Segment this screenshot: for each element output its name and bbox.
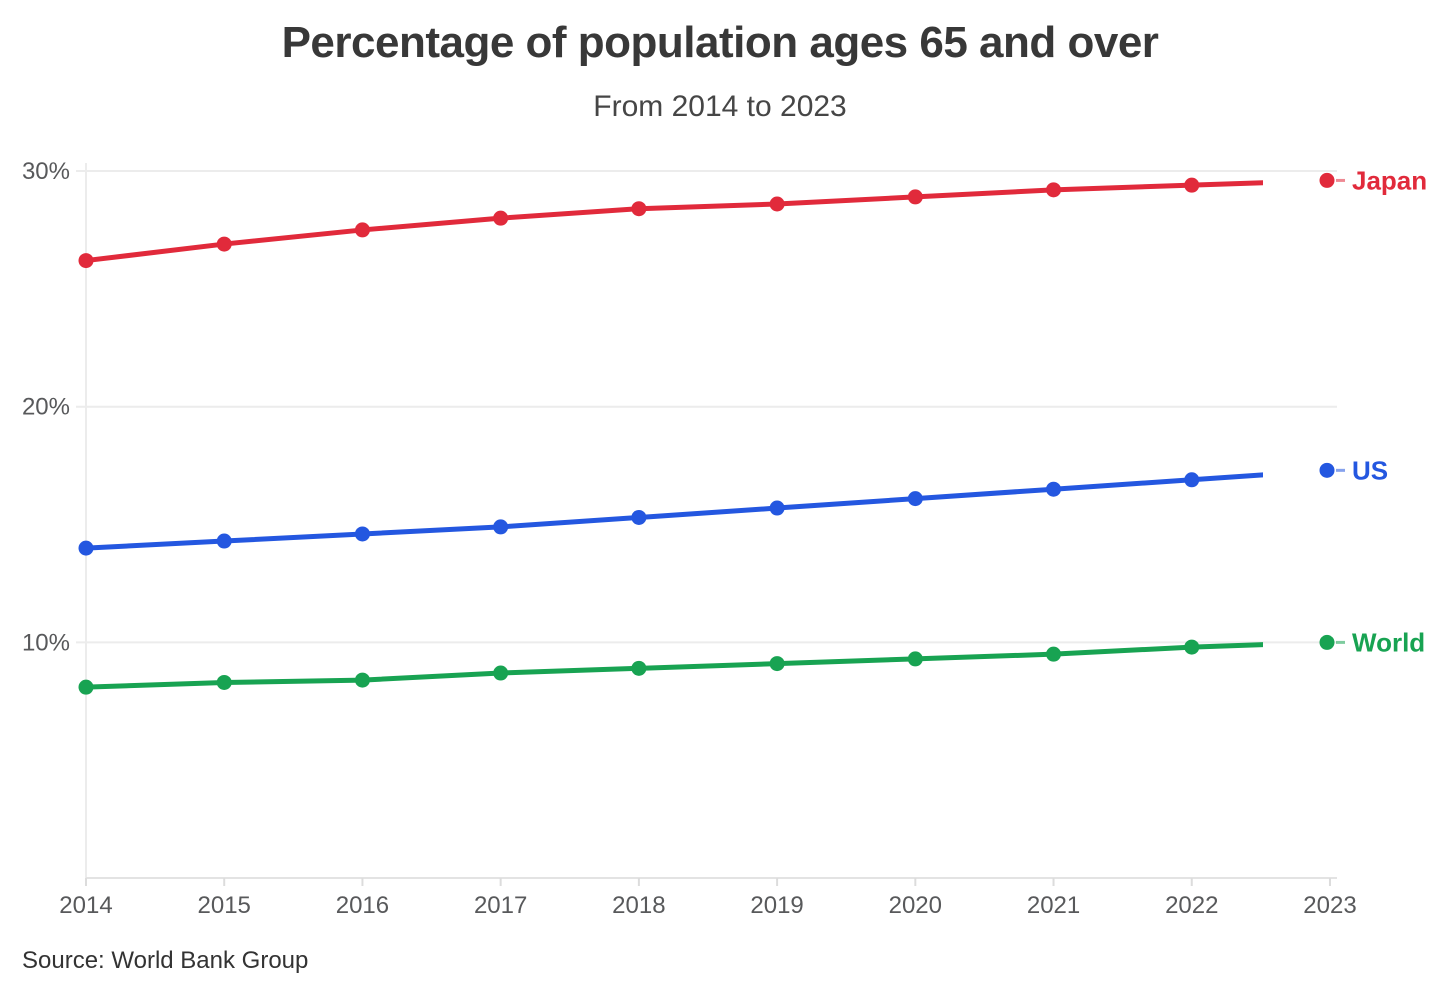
world-point-2022 (1184, 639, 1200, 655)
x-axis-label-2023: 2023 (1303, 892, 1356, 919)
us-point-2014 (78, 540, 94, 556)
japan-end-dot (1319, 172, 1335, 188)
chart-title: Percentage of population ages 65 and ove… (281, 18, 1159, 67)
x-axis-label-2015: 2015 (198, 892, 251, 919)
japan-point-2014 (78, 253, 94, 269)
world-point-2019 (769, 656, 785, 672)
japan-point-2015 (216, 236, 232, 252)
legend-label-world: World (1352, 627, 1425, 657)
japan-point-2017 (493, 210, 509, 226)
world-point-2015 (216, 674, 232, 690)
japan-line (83, 180, 1263, 264)
y-axis-label-30: 30% (22, 158, 70, 185)
chart-subtitle: From 2014 to 2023 (593, 90, 847, 123)
us-point-2015 (216, 533, 232, 549)
world-point-2017 (493, 665, 509, 681)
japan-point-2020 (907, 189, 923, 205)
us-line (83, 472, 1263, 551)
world-point-2020 (907, 651, 923, 667)
world-end-dot (1319, 634, 1335, 650)
source-note: Source: World Bank Group (22, 947, 309, 974)
x-axis-label-2021: 2021 (1027, 892, 1080, 919)
world-line (83, 642, 1263, 690)
x-axis-label-2017: 2017 (474, 892, 527, 919)
x-axis-label-2016: 2016 (336, 892, 389, 919)
us-point-2017 (493, 519, 509, 535)
world-point-2014 (78, 679, 94, 695)
us-point-2019 (769, 500, 785, 516)
japan-point-2019 (769, 196, 785, 212)
y-axis-label-10: 10% (22, 629, 70, 656)
us-point-2016 (354, 526, 370, 542)
x-axis-label-2018: 2018 (612, 892, 665, 919)
japan-point-2021 (1046, 182, 1062, 198)
us-point-2021 (1046, 481, 1062, 497)
us-point-2022 (1184, 472, 1200, 488)
world-point-2018 (631, 660, 647, 676)
x-axis-label-2020: 2020 (889, 892, 942, 919)
world-point-2016 (354, 672, 370, 688)
x-axis-label-2019: 2019 (750, 892, 803, 919)
japan-point-2018 (631, 201, 647, 217)
japan-point-2022 (1184, 177, 1200, 193)
legend-label-us: US (1352, 455, 1388, 485)
us-point-2018 (631, 509, 647, 525)
y-axis-label-20: 20% (22, 394, 70, 421)
legend-label-japan: Japan (1352, 165, 1427, 195)
world-point-2021 (1046, 646, 1062, 662)
us-point-2020 (907, 491, 923, 507)
japan-point-2016 (354, 222, 370, 238)
x-axis-label-2022: 2022 (1165, 892, 1218, 919)
x-axis-label-2014: 2014 (59, 892, 112, 919)
us-end-dot (1319, 462, 1335, 478)
